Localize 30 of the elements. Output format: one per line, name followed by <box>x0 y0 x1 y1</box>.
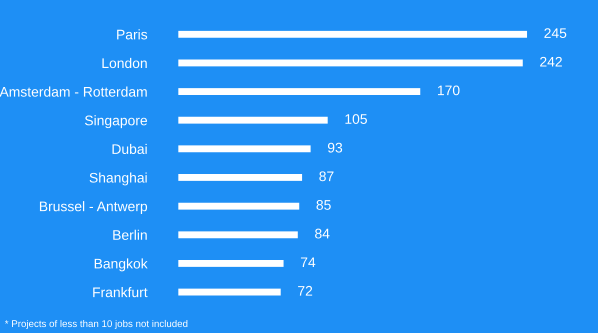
y-tick-label: London <box>102 58 147 68</box>
bar <box>178 116 328 124</box>
bar <box>178 88 420 96</box>
bar <box>178 260 284 267</box>
y-tick-label: Singapore <box>84 115 148 128</box>
data-label: 105 <box>345 114 367 124</box>
data-label: 93 <box>328 142 342 153</box>
bar <box>178 174 302 181</box>
bar <box>178 60 523 66</box>
data-label: 245 <box>544 28 566 38</box>
bar <box>178 145 311 152</box>
data-label: 72 <box>298 286 312 296</box>
y-tick-label: Shanghai <box>90 172 147 186</box>
bar <box>178 231 298 238</box>
y-tick-label: Paris <box>117 29 148 40</box>
y-tick-label: Dubai <box>112 144 147 154</box>
data-label: 87 <box>319 171 334 182</box>
bar <box>178 288 281 296</box>
y-tick-label: Berlin <box>113 230 147 240</box>
text: * Projects of less than 10 jobs not included <box>4 320 188 330</box>
data-label: 242 <box>540 56 562 67</box>
data-label: 85 <box>316 200 331 210</box>
data-label: 74 <box>300 257 316 267</box>
y-tick-label: Brussel - Antwerp <box>40 201 148 214</box>
y-tick-label: Bangkok <box>94 258 148 272</box>
data-label: 170 <box>438 85 460 96</box>
data-label: 84 <box>315 228 330 238</box>
y-tick-label: Frankfurt <box>93 287 148 298</box>
bar <box>178 202 300 210</box>
bar <box>178 30 528 38</box>
